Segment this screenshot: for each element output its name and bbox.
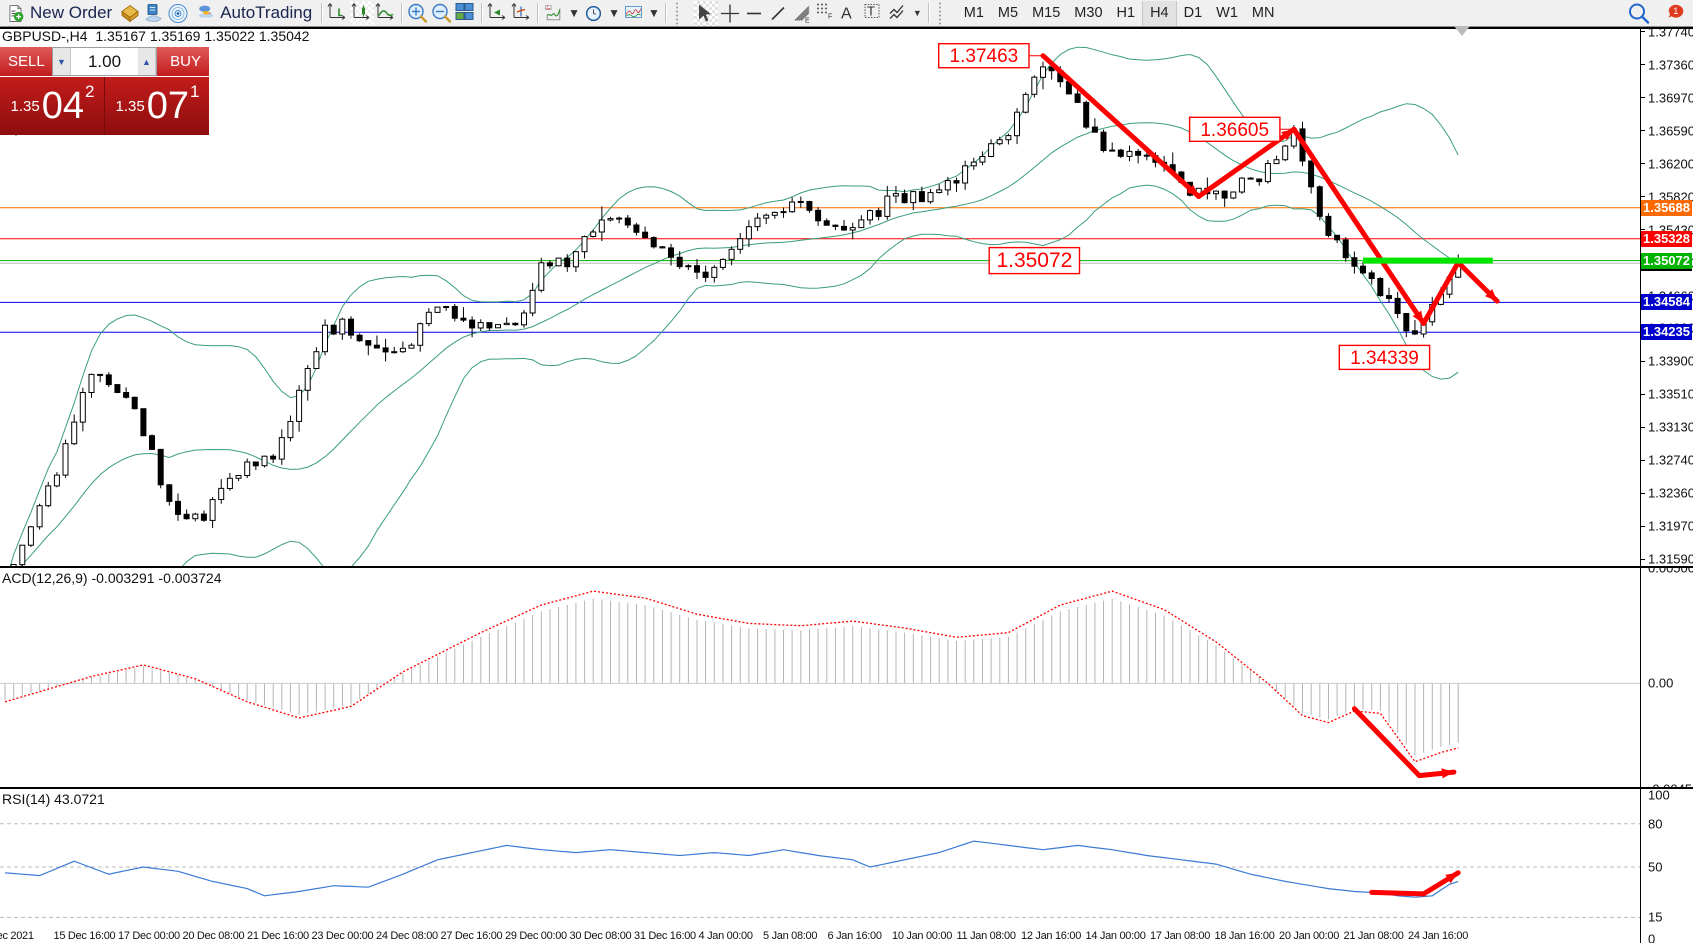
svg-text:E: E xyxy=(805,17,810,24)
svg-text:1: 1 xyxy=(1673,6,1678,16)
svg-text:T: T xyxy=(867,3,875,18)
svg-text:F: F xyxy=(828,13,832,20)
svg-text:A: A xyxy=(841,5,852,22)
